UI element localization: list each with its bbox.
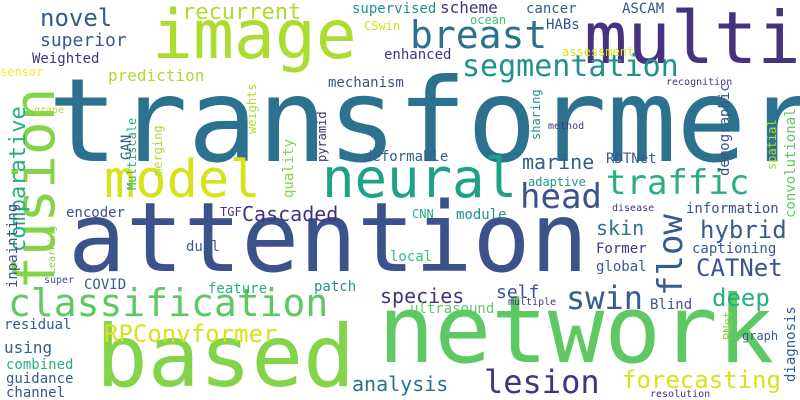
word-Blind: Blind (650, 297, 693, 313)
word-scheme: scheme (440, 0, 498, 17)
word-dual: dual (186, 239, 220, 255)
word-cancer: cancer (526, 1, 577, 17)
word-superior: superior (40, 30, 127, 51)
word-PNet: PNet (721, 311, 735, 340)
word-information: information (686, 201, 779, 217)
word-channel: channel (6, 385, 66, 400)
word-supervised: supervised (352, 1, 437, 17)
word-forecasting: forecasting (622, 366, 781, 394)
word-Former: Former (596, 241, 647, 257)
word-ultrasound: ultrasound (410, 301, 495, 317)
word-species: species (380, 284, 465, 308)
word-captioning: captioning (692, 241, 777, 257)
word-encoder: encoder (66, 205, 126, 221)
word-module: module (456, 207, 507, 223)
word-using: using (4, 338, 53, 357)
word-prediction: prediction (108, 66, 205, 85)
word-disease: disease (612, 203, 655, 214)
word-pyramid: pyramid (315, 111, 329, 162)
word-ASCAM: ASCAM (622, 1, 665, 17)
word-self: self (496, 282, 540, 303)
word-method: method (548, 121, 585, 132)
word-segmentation: segmentation (462, 49, 679, 84)
word-COVID: COVID (84, 277, 127, 293)
word-Cascaded: Cascaded (242, 202, 339, 226)
word-novel: novel (40, 4, 113, 32)
word-patch: patch (314, 279, 357, 295)
word-HABs: HABs (546, 17, 580, 33)
word-Learning: Learning (47, 225, 58, 274)
word-guidance: guidance (6, 371, 74, 387)
word-based: based (96, 307, 355, 400)
word-deep: deep (712, 284, 770, 312)
word-model: model (104, 150, 261, 210)
word-spatial: spatial (765, 119, 779, 170)
word-global: global (596, 259, 647, 275)
word-GAN: GAN (119, 134, 135, 160)
word-residual: residual (4, 317, 72, 333)
word-demographic: demographic (717, 83, 733, 176)
word-graph: graph (742, 329, 779, 343)
word-convolutional: convolutional (783, 108, 799, 218)
word-flow: flow (651, 214, 691, 296)
word-analysis: analysis (352, 372, 449, 396)
word-mechanism: mechanism (328, 75, 404, 91)
word-CATNet: CATNet (696, 254, 783, 282)
word-marine: marine (522, 150, 595, 174)
word-sharing: sharing (529, 89, 543, 140)
word-multi: multi (584, 0, 800, 80)
word-Weighted: Weighted (32, 51, 100, 67)
word-feature: feature (208, 281, 268, 297)
word-adaptive: adaptive (528, 175, 586, 189)
word-classification: classification (8, 281, 329, 325)
word-inpainting: inpainting (5, 203, 21, 288)
word-skin: skin (596, 216, 645, 240)
word-CSwin: CSwin (364, 19, 401, 33)
word-diagnosis: diagnosis (783, 306, 799, 382)
word-assessment: assessment (562, 45, 635, 59)
word-CNN: CNN (412, 207, 434, 221)
word-neural: neural (322, 147, 518, 210)
word-recognition: recognition (666, 77, 733, 88)
word-enhanced: enhanced (384, 47, 452, 63)
word-lesion: lesion (484, 363, 600, 400)
word-swin: swin (566, 279, 644, 317)
word-image: image (152, 0, 357, 75)
word-RDTNet: RDTNet (606, 151, 657, 167)
word-TGF: TGF (220, 205, 242, 219)
word-sensor: sensor (0, 65, 44, 79)
word-recurrent: recurrent (182, 0, 302, 25)
word-resolution: resolution (650, 389, 711, 400)
word-head: head (520, 177, 602, 217)
word-breast: breast (410, 13, 548, 57)
word-grape: grape (34, 105, 65, 116)
word-super: super (44, 275, 75, 286)
word-ocean: ocean (470, 13, 507, 27)
word-combined: combined (6, 357, 74, 373)
word-traffic: traffic (606, 163, 750, 203)
word-hybrid: hybrid (700, 216, 787, 244)
word-quality: quality (281, 138, 297, 198)
word-attention: attention (68, 182, 589, 294)
word-local: local (390, 249, 433, 265)
word-merging: merging (151, 125, 165, 176)
word-transformer: transformer (48, 54, 800, 189)
word-network: network (378, 276, 775, 385)
word-weights: weights (245, 83, 259, 134)
word-multiple: multiple (508, 297, 557, 308)
word-RPConvformer: RPConvformer (104, 320, 278, 348)
word-deformable: deformable (364, 149, 449, 165)
